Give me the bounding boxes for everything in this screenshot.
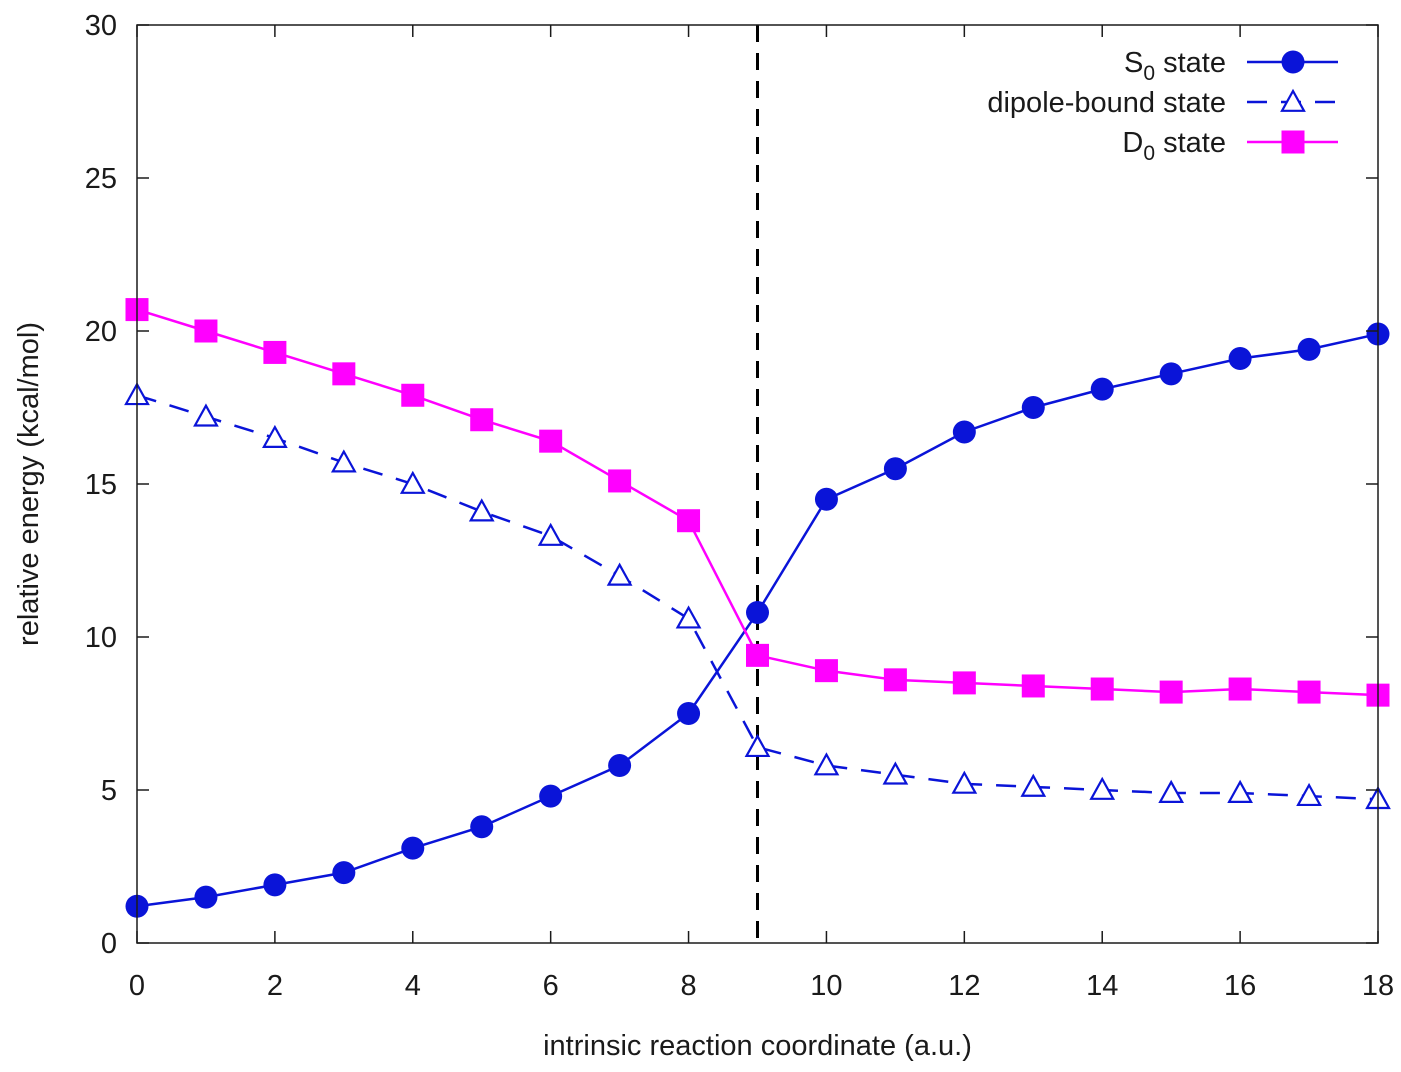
data-point (330, 449, 357, 473)
legend-label-1: dipole-bound state (987, 87, 1226, 119)
x-tick-label: 18 (1362, 970, 1394, 1002)
data-point (882, 761, 909, 785)
data-point (1296, 782, 1322, 807)
data-point (952, 420, 976, 444)
data-point (399, 470, 426, 494)
x-tick-label: 12 (948, 970, 980, 1002)
x-tick-label: 4 (405, 970, 421, 1002)
data-point (539, 429, 563, 453)
data-point (677, 509, 701, 533)
y-tick-label: 15 (85, 469, 117, 501)
x-tick-label: 6 (543, 970, 559, 1002)
y-tick-label: 25 (85, 163, 117, 195)
y-tick-label: 0 (101, 928, 117, 960)
data-point (1020, 773, 1047, 797)
x-tick-label: 2 (267, 970, 283, 1002)
data-point (675, 605, 702, 629)
data-point (1021, 396, 1045, 419)
legend-label-0: S0 state (1124, 47, 1226, 85)
data-point (1090, 677, 1114, 701)
y-tick-label: 5 (101, 775, 117, 807)
legend-marker-0 (1281, 50, 1305, 74)
legend-marker-2 (1281, 130, 1305, 154)
series-2 (125, 298, 1390, 707)
data-point (263, 873, 287, 897)
data-point (401, 383, 425, 407)
data-point (1228, 677, 1252, 701)
x-tick-label: 16 (1224, 970, 1256, 1002)
data-point (262, 424, 288, 448)
y-axis-label: relative energy (kcal/mol) (13, 322, 45, 646)
data-point (814, 487, 838, 511)
x-tick-label: 10 (810, 970, 842, 1002)
data-point (608, 754, 632, 778)
y-tick-label: 30 (85, 10, 117, 42)
data-point (539, 784, 563, 808)
data-point (1159, 362, 1183, 386)
data-point (194, 319, 218, 343)
data-point (332, 861, 356, 885)
ticks-layer: 0 2 4 6 8 10 12 14 16 18 0 5 10 15 20 25 30 (85, 10, 1394, 1002)
x-tick-label: 14 (1086, 970, 1118, 1002)
data-point (263, 340, 287, 364)
x-tick-label: 0 (129, 970, 145, 1002)
y-tick-label: 20 (85, 316, 117, 348)
data-point (744, 733, 771, 758)
data-point (608, 469, 632, 493)
data-point (677, 702, 701, 725)
data-point (537, 522, 564, 546)
data-point (1227, 779, 1253, 803)
data-point (951, 770, 978, 794)
data-point (470, 815, 494, 839)
data-point (813, 752, 840, 776)
data-point (883, 457, 907, 481)
data-point (1228, 347, 1252, 371)
data-point (883, 668, 907, 692)
data-point (746, 643, 769, 667)
x-axis-label: intrinsic reaction coordinate (a.u.) (543, 1030, 972, 1062)
data-point (1090, 377, 1114, 401)
data-point (194, 885, 218, 909)
data-point (952, 671, 976, 695)
data-point (1158, 779, 1185, 803)
series-0 (125, 322, 1390, 918)
series-layer (124, 298, 1391, 918)
data-point (606, 562, 633, 586)
legend-label-2: D0 state (1122, 127, 1226, 165)
data-point (746, 601, 769, 625)
series-1 (124, 381, 1391, 810)
data-point (814, 659, 838, 683)
legend-marker-1 (1280, 88, 1306, 112)
data-point (468, 498, 495, 522)
data-point (332, 362, 356, 386)
data-point (1021, 674, 1045, 698)
data-point (193, 403, 219, 427)
data-point (1297, 680, 1321, 704)
data-point (1089, 776, 1116, 800)
x-tick-label: 8 (680, 970, 696, 1002)
y-tick-label: 10 (85, 622, 117, 654)
data-point (1159, 680, 1183, 704)
data-point (401, 836, 425, 860)
data-point (1297, 337, 1321, 361)
data-point (470, 408, 494, 432)
